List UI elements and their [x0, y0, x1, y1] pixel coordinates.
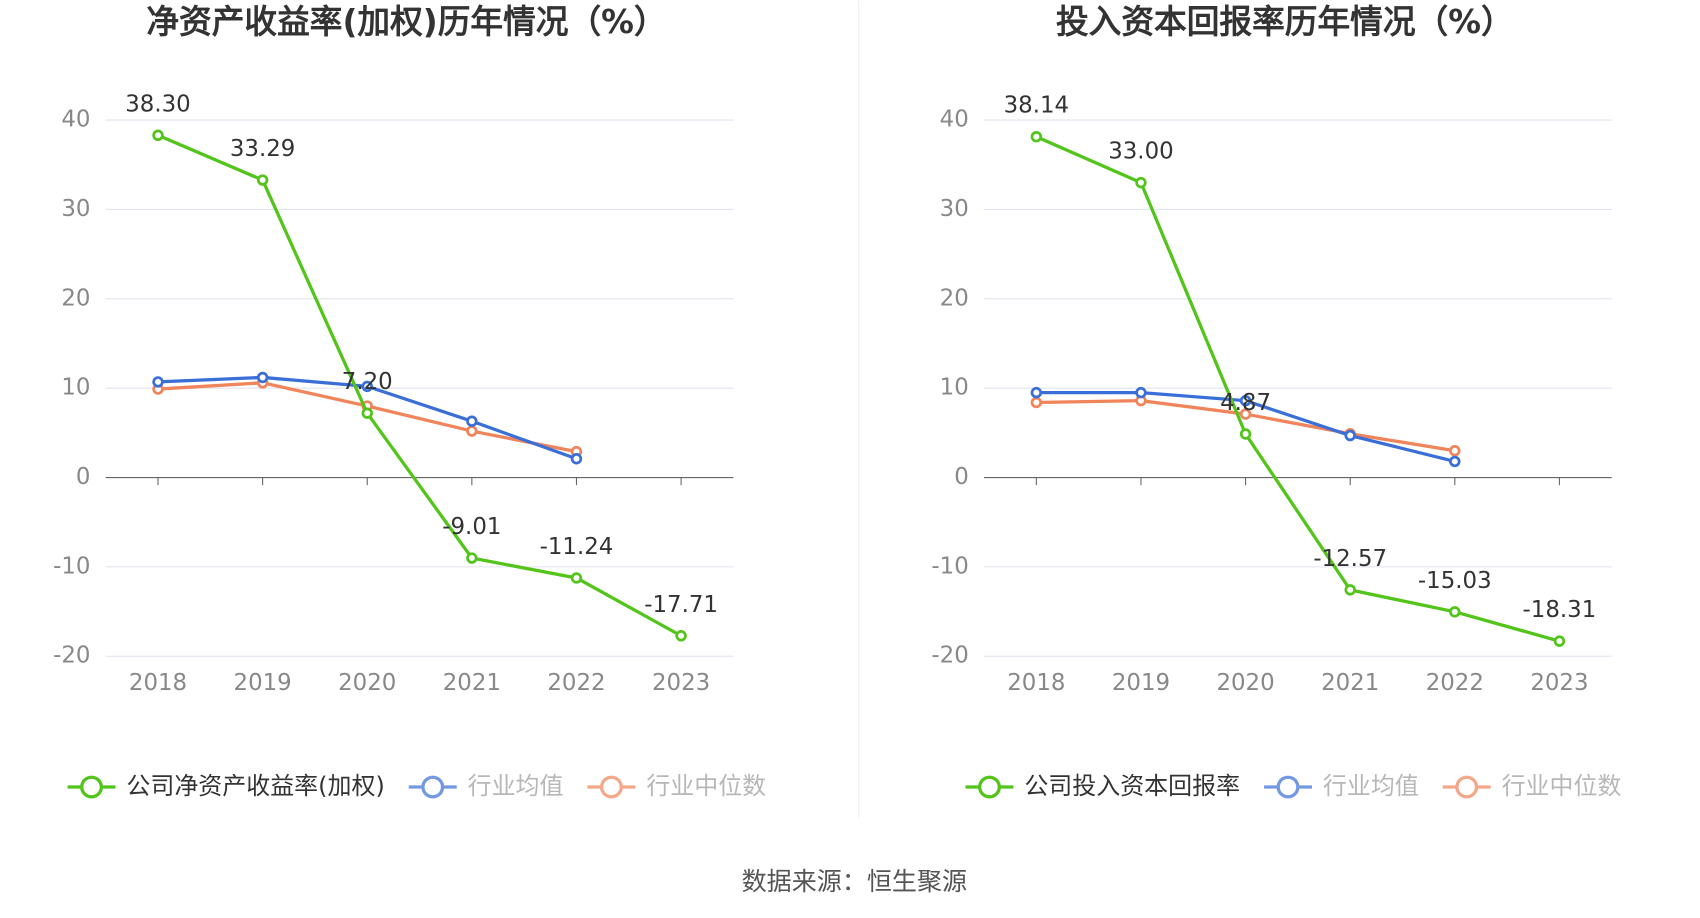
point	[466, 415, 478, 427]
point	[570, 572, 583, 584]
point	[1344, 429, 1356, 442]
point	[675, 630, 687, 642]
point	[1449, 606, 1461, 618]
point	[152, 376, 164, 388]
data-label: 7.20	[342, 369, 393, 395]
data-label: -18.31	[1523, 597, 1597, 623]
data-label: 33.29	[230, 136, 296, 162]
source: 数据来源：恒生聚源	[742, 867, 967, 896]
point	[1239, 394, 1252, 407]
data-label: 38.30	[125, 91, 191, 117]
y-tick-label: -10	[931, 553, 968, 579]
legend-label: 行业均值	[468, 772, 564, 800]
y-tick-label: 10	[940, 375, 969, 401]
data-label: 4.87	[1220, 390, 1271, 416]
y-tick-label: 10	[61, 375, 90, 401]
series-line	[157, 133, 682, 638]
point	[1449, 444, 1461, 457]
data-label: -12.57	[1313, 546, 1387, 572]
point	[256, 371, 269, 384]
legend-label: 行业中位数	[646, 772, 766, 800]
legend-label: 公司净资产收益率(加权)	[126, 772, 384, 800]
data-label: 33.00	[1108, 139, 1174, 165]
y-tick-label: 30	[940, 196, 969, 222]
point	[361, 407, 373, 419]
point	[1344, 584, 1356, 596]
legend-label: 公司投入资本回报率	[1024, 772, 1240, 800]
data-label: -11.24	[540, 534, 614, 560]
legend-marker	[1276, 775, 1300, 799]
legend-label: 行业均值	[1323, 772, 1419, 800]
x-tick-label: 2023	[652, 670, 710, 696]
point	[1030, 396, 1043, 409]
y-tick-label: 20	[940, 285, 969, 311]
legend-item: 行业中位数	[1442, 772, 1622, 800]
legend-marker	[978, 775, 1001, 799]
point	[1239, 428, 1252, 440]
series-line	[1035, 135, 1560, 643]
chart-title: 投入资本回报率历年情况（%）	[1056, 3, 1514, 41]
legend-item: 行业均值	[1264, 772, 1419, 800]
point	[1135, 176, 1147, 189]
x-tick-label: 2018	[129, 670, 187, 696]
legend-marker	[421, 775, 445, 799]
point	[466, 425, 478, 437]
legend-marker	[1455, 775, 1479, 799]
y-tick-label: 40	[61, 107, 90, 133]
legend-marker	[80, 775, 103, 799]
data-label: -9.01	[442, 514, 501, 540]
point	[152, 129, 164, 142]
data-label: -17.71	[644, 592, 718, 618]
point	[466, 552, 478, 564]
point	[1553, 635, 1566, 647]
x-tick-label: 2020	[338, 670, 396, 696]
x-tick-label: 2020	[1216, 670, 1274, 696]
data-label: 38.14	[1004, 93, 1070, 119]
data-label: -15.03	[1418, 568, 1492, 594]
y-tick-label: 0	[76, 464, 91, 490]
point	[570, 453, 583, 465]
x-tick-label: 2019	[1112, 670, 1170, 696]
point	[1239, 408, 1252, 420]
x-tick-label: 2018	[1007, 670, 1065, 696]
x-tick-label: 2022	[1426, 670, 1484, 696]
y-tick-label: 0	[954, 464, 969, 490]
legend-marker	[600, 775, 623, 799]
point	[361, 380, 373, 393]
y-tick-label: -20	[53, 643, 90, 669]
y-tick-label: 40	[940, 107, 969, 133]
legend-label: 行业中位数	[1502, 772, 1622, 800]
point	[1030, 386, 1043, 399]
legend-item: 行业均值	[408, 772, 564, 800]
x-tick-label: 2023	[1530, 670, 1588, 696]
point	[256, 174, 269, 186]
point	[1449, 455, 1461, 468]
point	[1135, 386, 1147, 399]
legend-item: 公司净资产收益率(加权)	[67, 772, 385, 800]
point	[1030, 130, 1043, 143]
y-tick-label: 30	[61, 196, 90, 222]
x-tick-label: 2019	[234, 670, 292, 696]
y-tick-label: -10	[53, 553, 90, 579]
chart-title: 净资产收益率(加权)历年情况（%）	[146, 3, 666, 41]
legend-item: 公司投入资本回报率	[965, 772, 1240, 800]
x-tick-label: 2022	[547, 670, 605, 696]
y-tick-label: -20	[931, 643, 968, 669]
y-tick-label: 20	[61, 285, 90, 311]
legend-item: 行业中位数	[587, 772, 766, 800]
x-tick-label: 2021	[1321, 670, 1379, 696]
x-tick-label: 2021	[443, 670, 501, 696]
